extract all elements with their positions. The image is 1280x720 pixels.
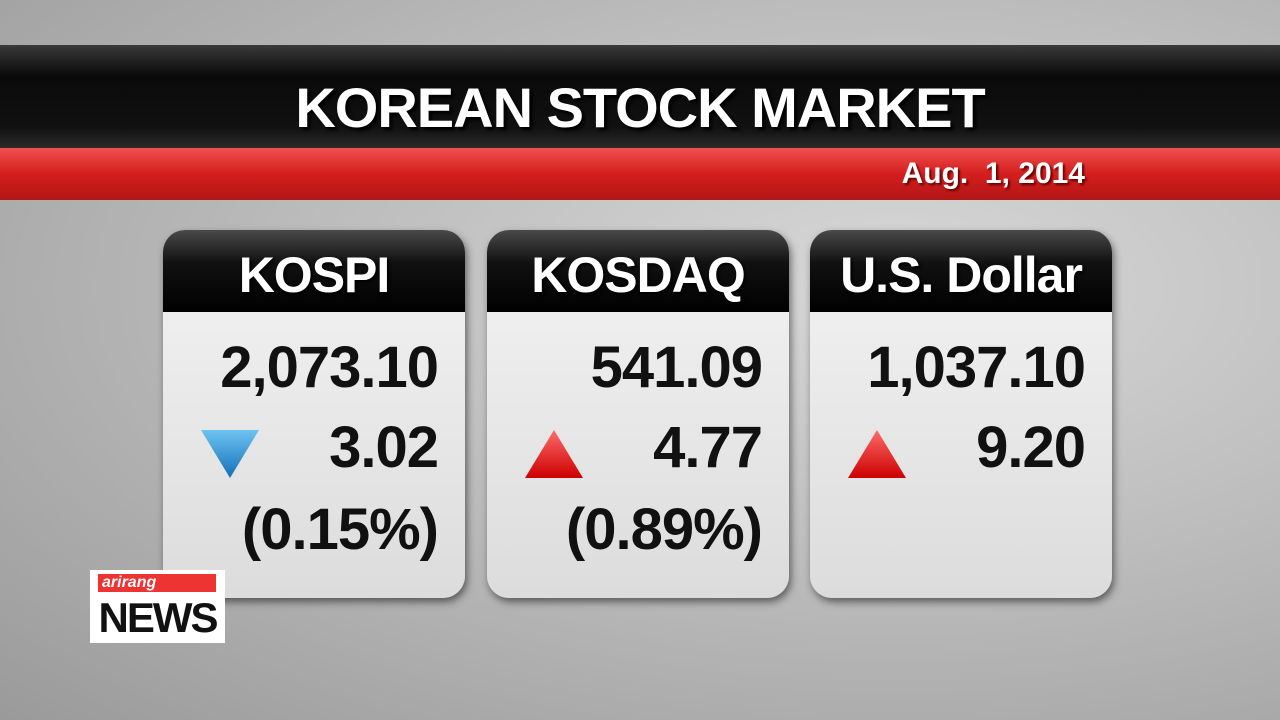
- card: U.S. Dollar 1,037.10 9.20: [810, 230, 1112, 598]
- card-header: KOSPI: [163, 230, 465, 312]
- card-header: U.S. Dollar: [810, 230, 1112, 312]
- value: 1,037.10: [867, 335, 1086, 400]
- direction-arrow: [525, 430, 583, 478]
- percent: (0.15%): [241, 497, 439, 562]
- card: KOSPI 2,073.10 3.02 (0.15%): [163, 230, 465, 598]
- logo-name: NEWS: [98, 594, 219, 641]
- direction-arrow: [201, 430, 259, 478]
- card-header: KOSDAQ: [487, 230, 789, 312]
- value: 2,073.10: [220, 335, 439, 400]
- change: 9.20: [976, 415, 1086, 480]
- value: 541.09: [590, 335, 763, 400]
- triangle: [201, 430, 259, 478]
- date: Aug. 1, 2014: [901, 157, 1085, 190]
- change: 3.02: [329, 415, 439, 480]
- triangle: [848, 430, 906, 478]
- change: 4.77: [653, 415, 763, 480]
- card: KOSDAQ 541.09 4.77 (0.89%): [487, 230, 789, 598]
- logo: arirang NEWS: [90, 570, 225, 643]
- title: KOREAN STOCK MARKET: [295, 76, 985, 139]
- date-band: [0, 148, 1280, 200]
- triangle: [525, 430, 583, 478]
- direction-arrow: [848, 430, 906, 478]
- logo-brand: arirang: [98, 574, 216, 592]
- percent: (0.89%): [565, 497, 763, 562]
- title-band: [0, 45, 1280, 148]
